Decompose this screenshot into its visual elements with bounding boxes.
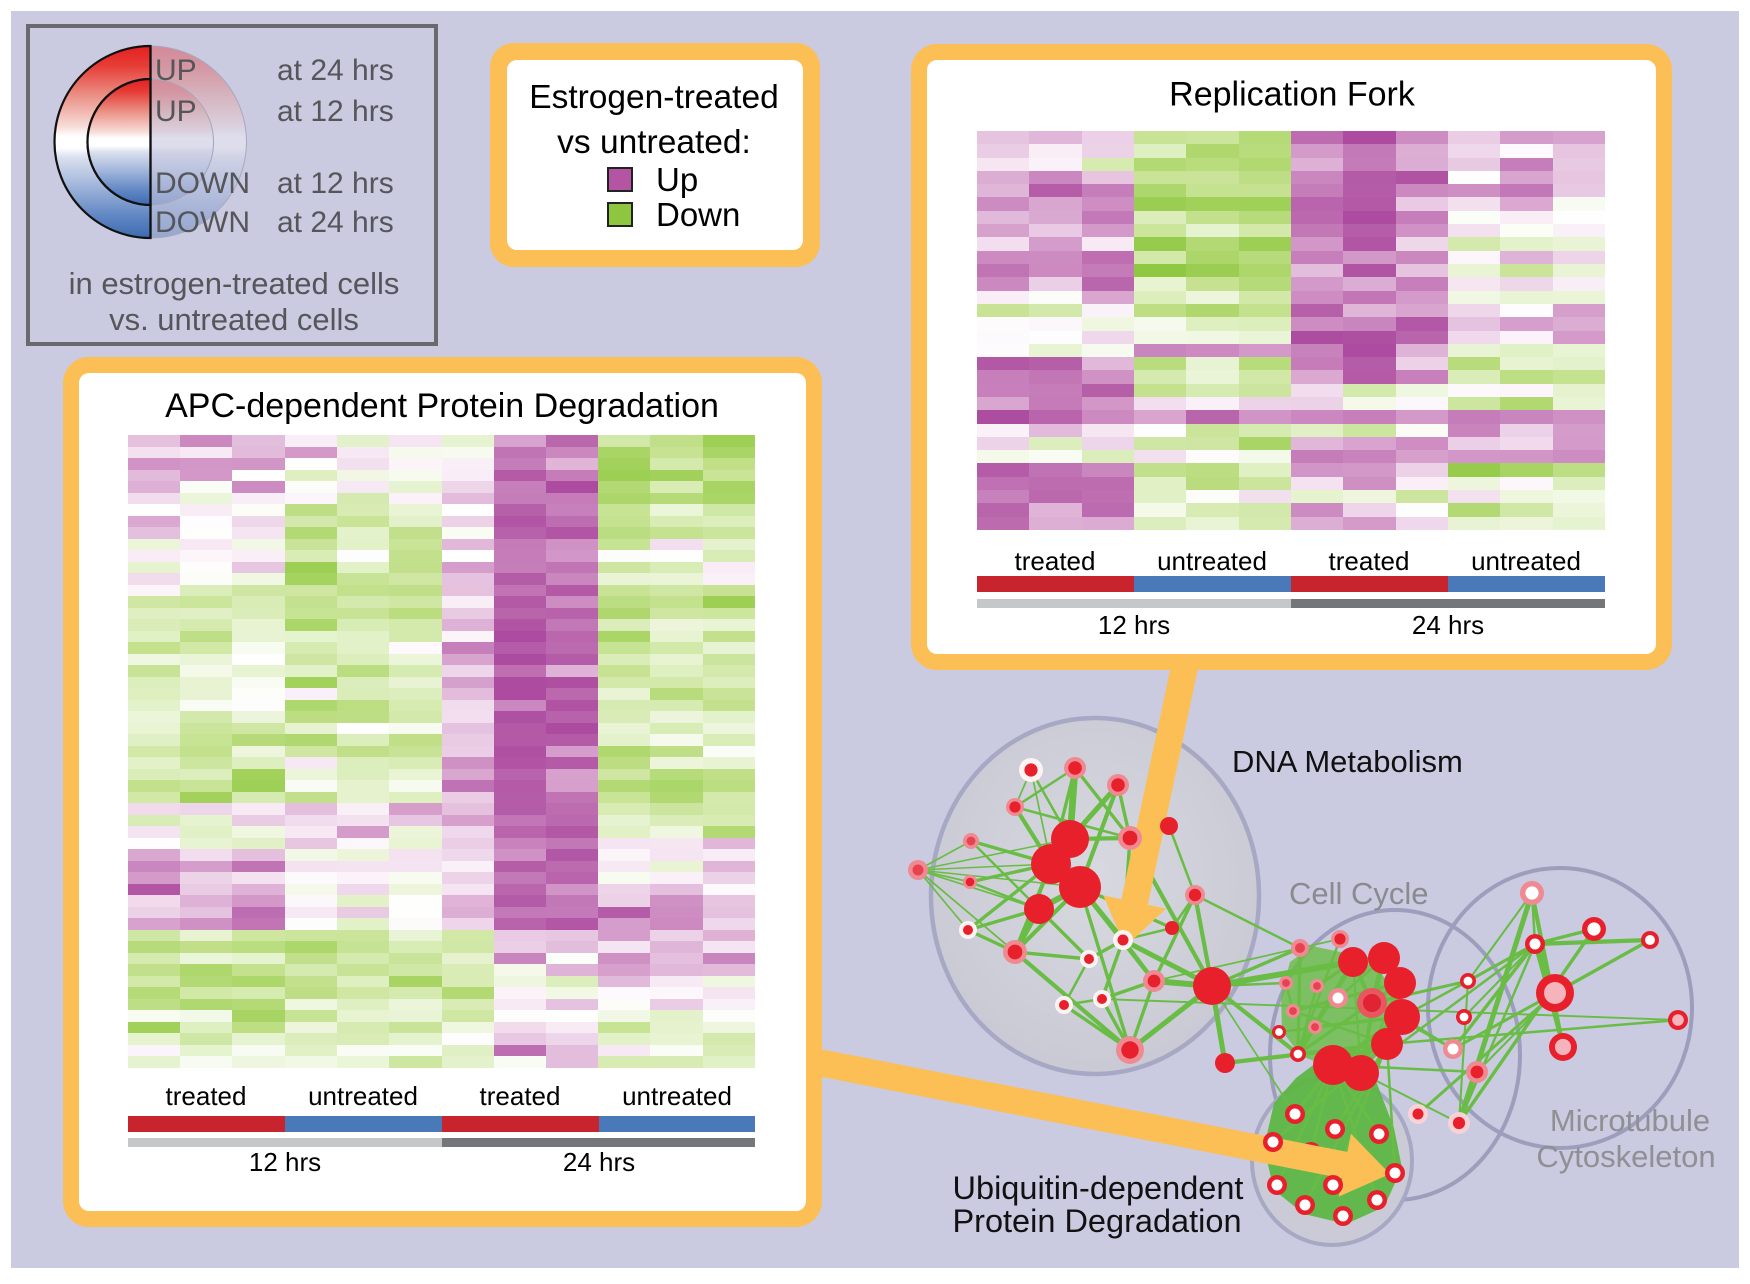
svg-text:12 hrs: 12 hrs — [249, 1147, 321, 1177]
svg-text:24 hrs: 24 hrs — [1412, 610, 1484, 640]
svg-text:treated: treated — [166, 1081, 247, 1111]
svg-text:treated: treated — [1329, 546, 1410, 576]
svg-text:DNA Metabolism: DNA Metabolism — [1232, 744, 1463, 779]
svg-text:UP: UP — [155, 54, 197, 87]
svg-text:Ubiquitin-dependent: Ubiquitin-dependent — [953, 1170, 1244, 1206]
svg-text:vs untreated:: vs untreated: — [557, 124, 751, 161]
svg-text:treated: treated — [1015, 546, 1096, 576]
svg-text:Down: Down — [656, 196, 740, 233]
svg-text:untreated: untreated — [308, 1081, 418, 1111]
svg-text:Cell Cycle: Cell Cycle — [1289, 876, 1429, 911]
svg-text:24 hrs: 24 hrs — [563, 1147, 635, 1177]
svg-text:Protein Degradation: Protein Degradation — [952, 1203, 1241, 1239]
svg-text:Estrogen-treated: Estrogen-treated — [529, 79, 779, 116]
svg-text:at 12 hrs: at 12 hrs — [277, 95, 394, 128]
svg-text:untreated: untreated — [622, 1081, 732, 1111]
svg-text:UP: UP — [155, 95, 197, 128]
svg-text:at 24 hrs: at 24 hrs — [277, 206, 394, 239]
svg-text:DOWN: DOWN — [155, 167, 250, 200]
svg-text:untreated: untreated — [1471, 546, 1581, 576]
svg-text:Up: Up — [656, 161, 698, 198]
svg-text:DOWN: DOWN — [155, 206, 250, 239]
svg-text:treated: treated — [480, 1081, 561, 1111]
svg-text:Microtubule: Microtubule — [1550, 1103, 1710, 1138]
svg-text:Replication Fork: Replication Fork — [1169, 76, 1416, 114]
svg-text:at 24 hrs: at 24 hrs — [277, 54, 394, 87]
svg-text:untreated: untreated — [1157, 546, 1267, 576]
svg-text:12 hrs: 12 hrs — [1098, 610, 1170, 640]
svg-text:at 12 hrs: at 12 hrs — [277, 167, 394, 200]
svg-text:in estrogen-treated cells: in estrogen-treated cells — [69, 266, 400, 301]
svg-text:Cytoskeleton: Cytoskeleton — [1536, 1139, 1715, 1174]
svg-text:vs. untreated cells: vs. untreated cells — [109, 302, 359, 337]
svg-text:APC-dependent Protein Degradat: APC-dependent Protein Degradation — [165, 387, 719, 425]
